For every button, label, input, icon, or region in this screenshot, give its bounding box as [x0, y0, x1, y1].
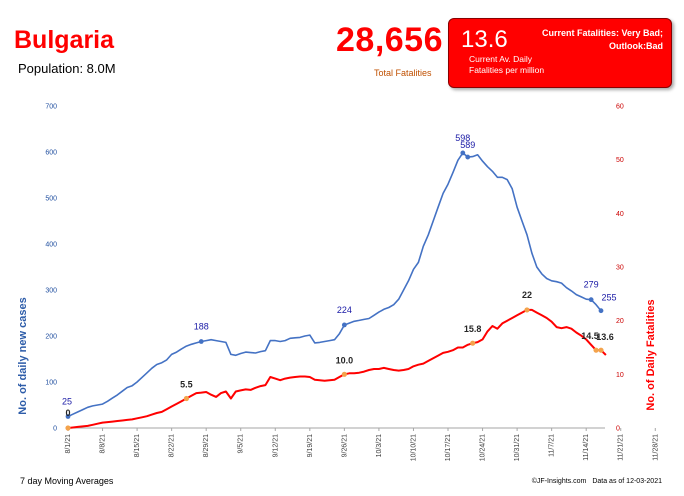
- cases-data-point: [588, 297, 594, 303]
- right-y-tick-label: 0: [616, 426, 620, 433]
- right-y-tick-label: 10: [616, 372, 624, 379]
- fatalities-status: Current Fatalities: Very Bad; Outlook:Ba…: [523, 27, 663, 53]
- deaths-data-label: 10.0: [336, 355, 354, 365]
- right-y-tick-label: 60: [616, 104, 624, 111]
- country-title: Bulgaria: [14, 26, 115, 54]
- deaths-data-point: [470, 340, 476, 346]
- right-y-axis-ticks: 0 10 20 30 40 50 60: [616, 104, 624, 433]
- deaths-data-label: 14.5: [581, 331, 599, 341]
- chart-series: [67, 152, 607, 429]
- population-label: Population: 8.0M: [18, 61, 116, 76]
- x-tick-label: 10/3/21: [376, 434, 383, 457]
- x-tick-label: 9/12/21: [272, 434, 279, 457]
- left-y-tick-label: 200: [45, 334, 57, 341]
- left-y-tick-label: 0: [53, 426, 57, 433]
- status-box: 13.6 Current Fatalities: Very Bad; Outlo…: [448, 18, 672, 88]
- cases-data-label: 25: [62, 397, 72, 407]
- deaths-data-point: [598, 347, 604, 353]
- x-tick-label: 8/1/21: [65, 434, 72, 454]
- total-fatalities-label: Total Fatalities: [374, 68, 432, 78]
- right-y-tick-label: 50: [616, 157, 624, 164]
- footer-source: ©JF-Insights.com: [531, 478, 587, 485]
- x-tick-label: 8/29/21: [203, 434, 210, 457]
- right-y-tick-label: 40: [616, 211, 624, 218]
- x-tick-label: 8/22/21: [169, 434, 176, 457]
- left-y-tick-label: 400: [45, 242, 57, 249]
- cases-data-point: [465, 154, 471, 160]
- x-tick-label: 10/10/21: [410, 434, 417, 461]
- total-fatalities-value: 28,656: [336, 21, 443, 59]
- deaths-data-label: 0: [65, 408, 70, 418]
- footer-date: Data as of 12-03-2021: [592, 478, 662, 485]
- x-tick-label: 11/7/21: [549, 434, 556, 457]
- cases-data-point: [65, 414, 71, 419]
- cases-data-point: [460, 150, 466, 156]
- deaths-data-point: [183, 395, 190, 402]
- x-tick-label: 10/24/21: [480, 434, 487, 461]
- x-tick-label: 11/28/21: [652, 434, 659, 461]
- cases-data-label: 188: [194, 322, 209, 332]
- x-axis-ticks: 8/1/21 8/8/21 8/15/21 8/22/21 8/29/21 9/5/21 9…: [65, 428, 659, 461]
- deaths-series-line: [67, 308, 607, 429]
- left-y-tick-label: 100: [45, 380, 57, 387]
- cases-data-label: 279: [584, 280, 599, 290]
- status-box-label: Current Av. Daily Fatalities per million: [469, 54, 589, 76]
- cases-data-label: 589: [460, 140, 475, 150]
- status-label-line-2: Fatalities per million: [469, 65, 545, 75]
- deaths-data-label: 15.8: [464, 324, 482, 334]
- deaths-data-point: [65, 425, 71, 431]
- x-tick-label: 10/31/21: [514, 434, 521, 461]
- cases-data-point: [341, 322, 347, 328]
- status-line-1: Current Fatalities: Very Bad;: [541, 28, 663, 38]
- x-tick-label: 9/19/21: [307, 434, 314, 457]
- x-tick-label: 10/17/21: [445, 434, 452, 461]
- x-tick-label: 11/21/21: [618, 434, 625, 461]
- left-y-tick-label: 600: [45, 150, 57, 157]
- left-y-tick-label: 500: [45, 196, 57, 203]
- right-y-tick-label: 20: [616, 318, 624, 325]
- deaths-data-point: [524, 307, 530, 313]
- right-axis-title: No. of Daily Fatalities: [645, 299, 657, 410]
- status-label-line-1: Current Av. Daily: [469, 54, 532, 64]
- cases-data-label: 255: [601, 293, 616, 303]
- status-line-2: Outlook:Bad: [609, 41, 663, 51]
- cases-data-label: 224: [337, 305, 352, 315]
- deaths-data-point: [593, 347, 599, 353]
- left-axis-title: No. of daily new cases: [17, 297, 29, 414]
- cases-data-label: 598: [455, 133, 470, 143]
- cases-data-point: [198, 339, 204, 344]
- left-y-axis-ticks: 0 100 200 300 400 500 600 700: [45, 104, 57, 433]
- footer-credits: ©JF-Insights.com Data as of 12-03-2021: [526, 478, 662, 485]
- footer-moving-average: 7 day Moving Averages: [20, 476, 114, 486]
- deaths-data-label: 13.6: [596, 332, 614, 342]
- left-y-tick-label: 700: [45, 104, 57, 111]
- daily-fatalities-per-million-value: 13.6: [461, 26, 508, 53]
- cases-data-point: [598, 308, 604, 314]
- x-tick-label: 11/14/21: [583, 434, 590, 461]
- x-tick-label: 8/8/21: [100, 434, 107, 454]
- x-tick-label: 9/5/21: [238, 434, 245, 454]
- deaths-data-label: 5.5: [180, 379, 193, 389]
- deaths-data-label: 22: [522, 290, 532, 300]
- right-y-tick-label: 30: [616, 265, 624, 272]
- left-y-tick-label: 300: [45, 288, 57, 295]
- x-tick-label: 9/26/21: [341, 434, 348, 457]
- cases-series-line: [67, 152, 602, 418]
- deaths-data-point: [341, 371, 347, 377]
- x-tick-label: 8/15/21: [134, 434, 141, 457]
